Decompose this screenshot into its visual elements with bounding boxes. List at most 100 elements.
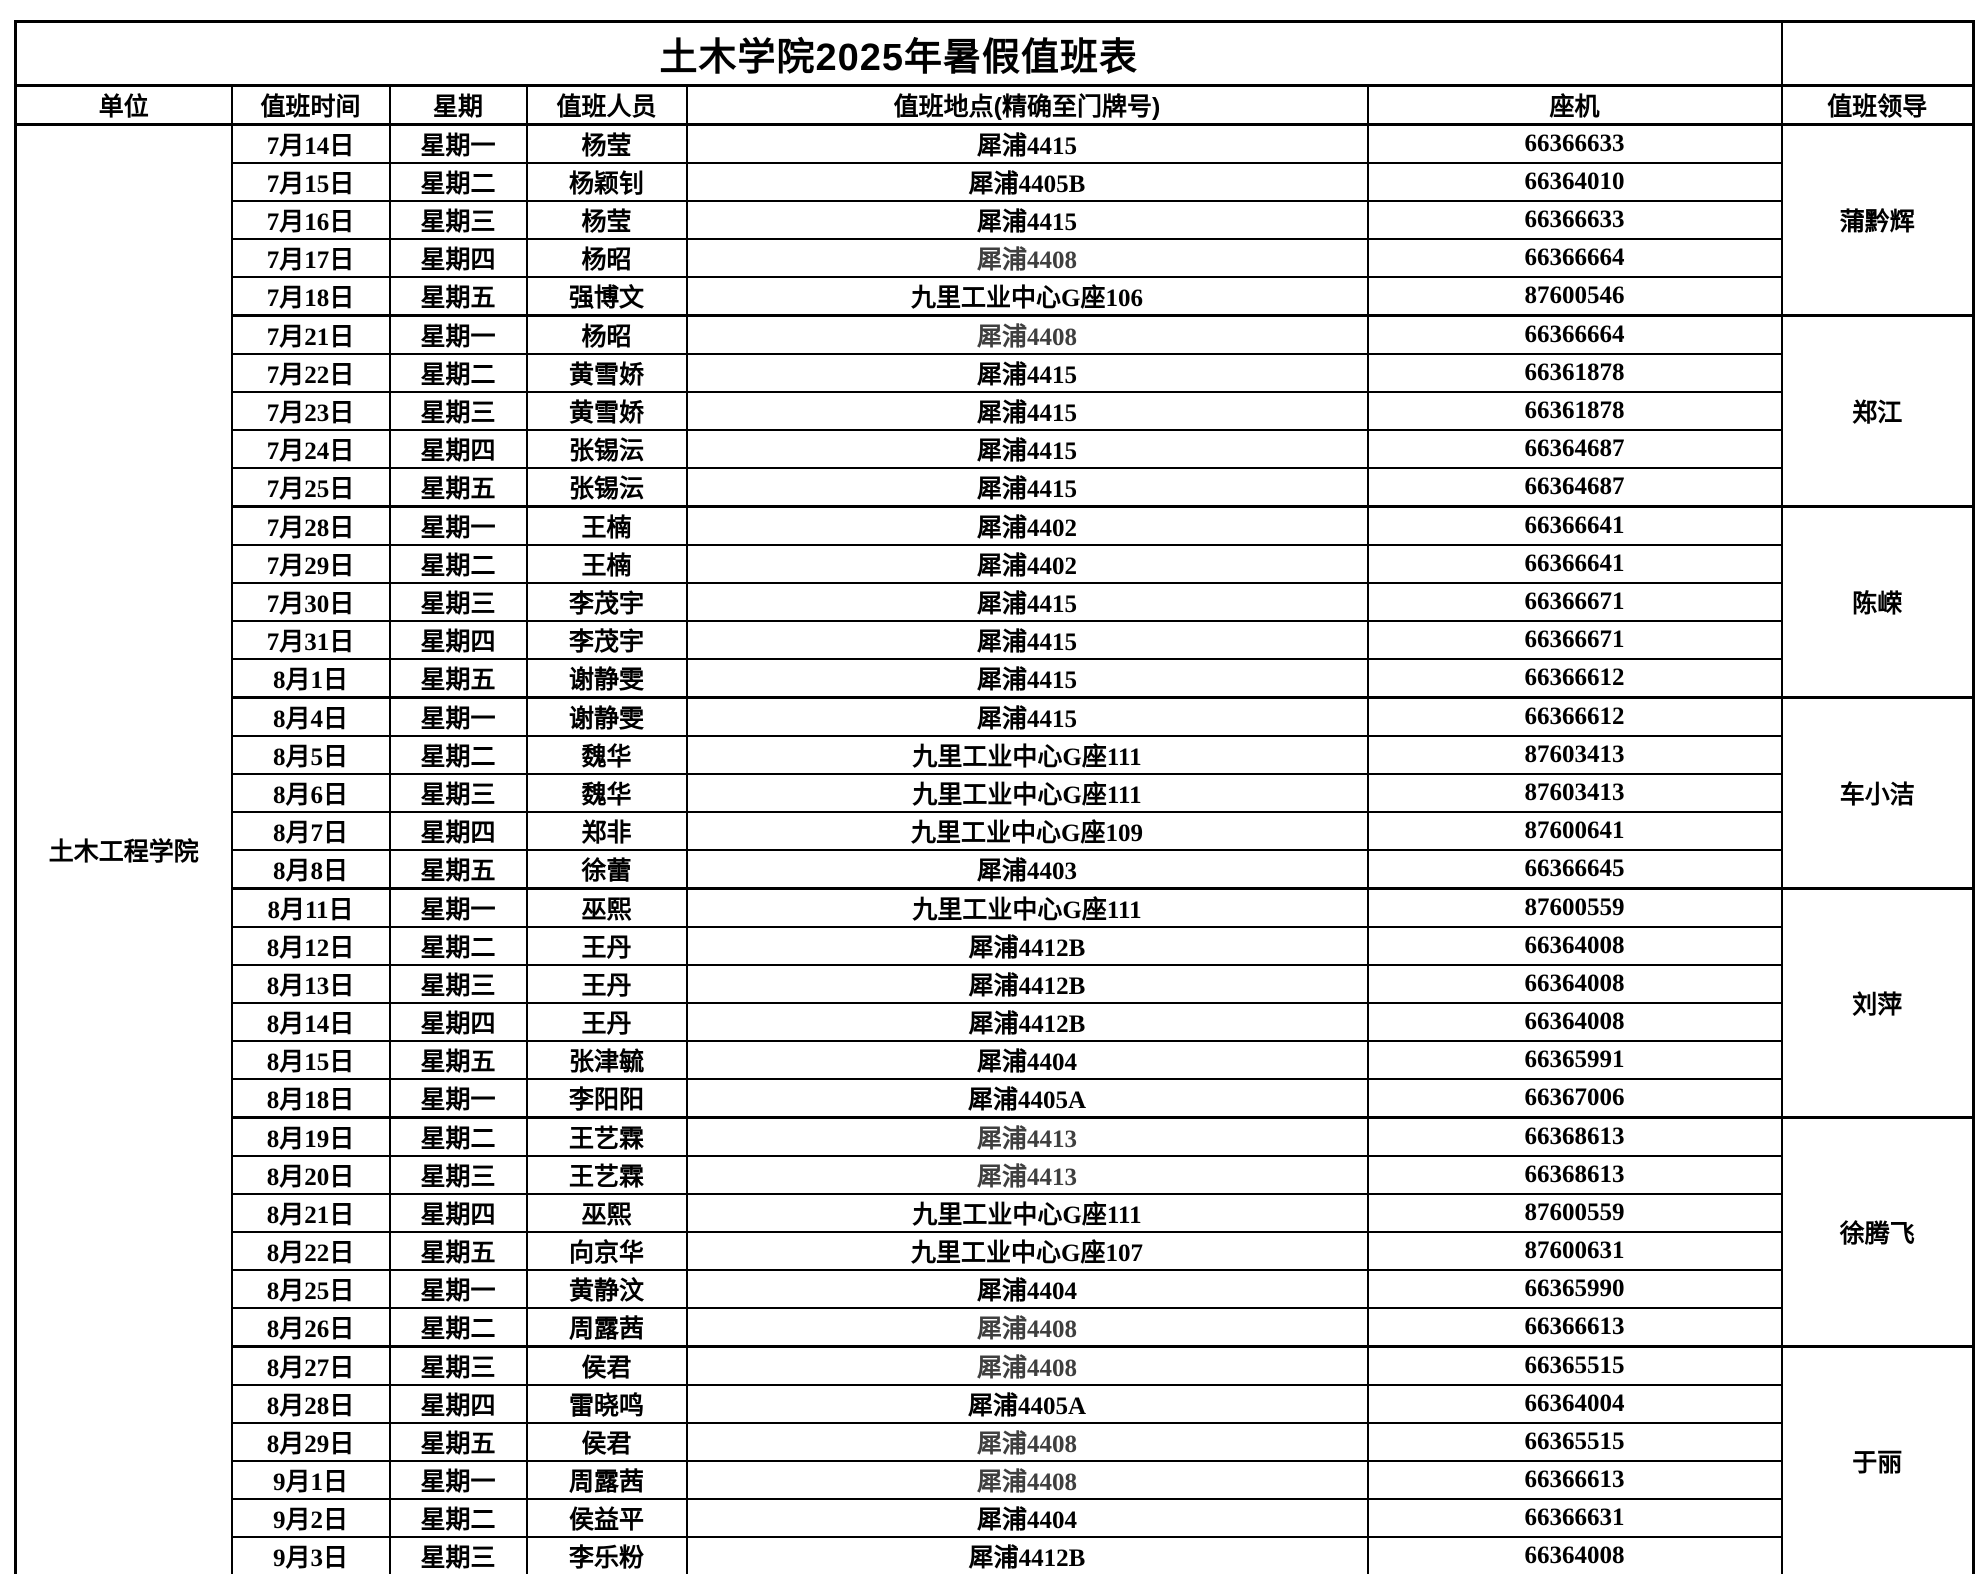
- weekday-cell: 星期四: [388, 1384, 528, 1424]
- landline-cell: 87603413: [1366, 773, 1783, 813]
- duty-location-cell: 犀浦4415: [685, 123, 1369, 164]
- column-header-duty-time: 值班时间: [230, 84, 391, 126]
- duty-location-cell: 犀浦4402: [685, 544, 1369, 584]
- duty-location-cell: 九里工业中心G座111: [685, 735, 1369, 775]
- landline-cell: 66366641: [1366, 505, 1783, 546]
- duty-leader-cell: 车小洁: [1780, 696, 1975, 890]
- duty-date-cell: 8月19日: [230, 1116, 391, 1157]
- duty-date-cell: 7月23日: [230, 391, 391, 431]
- table-row: 7月24日 星期四 张锡沄 犀浦4415 66364687: [16, 429, 1974, 469]
- duty-person-cell: 黄雪娇: [525, 391, 688, 431]
- duty-date-cell: 7月30日: [230, 582, 391, 622]
- landline-cell: 66365991: [1366, 1040, 1783, 1080]
- duty-date-cell: 8月7日: [230, 811, 391, 851]
- weekday-cell: 星期五: [388, 658, 528, 699]
- duty-location-cell: 犀浦4415: [685, 429, 1369, 469]
- table-row: 8月6日 星期三 魏华 九里工业中心G座111 87603413: [16, 773, 1974, 813]
- duty-date-cell: 7月28日: [230, 505, 391, 546]
- duty-location-cell: 犀浦4404: [685, 1498, 1369, 1538]
- table-row: 9月2日 星期二 侯益平 犀浦4404 66366631: [16, 1498, 1974, 1538]
- weekday-cell: 星期三: [388, 200, 528, 240]
- duty-location-cell: 犀浦4415: [685, 200, 1369, 240]
- duty-date-cell: 8月15日: [230, 1040, 391, 1080]
- weekday-cell: 星期一: [388, 314, 528, 355]
- duty-date-cell: 8月18日: [230, 1078, 391, 1119]
- duty-location-cell: 犀浦4402: [685, 505, 1369, 546]
- duty-person-cell: 黄静汶: [525, 1269, 688, 1309]
- table-row: 8月7日 星期四 郑非 九里工业中心G座109 87600641: [16, 811, 1974, 851]
- landline-cell: 66366633: [1366, 123, 1783, 164]
- duty-person-cell: 杨颖钊: [525, 162, 688, 202]
- table-row: 8月26日 星期二 周露茜 犀浦4408 66366613: [16, 1307, 1974, 1348]
- duty-location-cell: 犀浦4415: [685, 696, 1369, 737]
- column-header-duty-person: 值班人员: [525, 84, 688, 126]
- weekday-cell: 星期四: [388, 620, 528, 660]
- weekday-cell: 星期二: [388, 353, 528, 393]
- weekday-cell: 星期二: [388, 1498, 528, 1538]
- duty-date-cell: 8月12日: [230, 926, 391, 966]
- duty-person-cell: 李茂宇: [525, 620, 688, 660]
- duty-date-cell: 8月22日: [230, 1231, 391, 1271]
- table-row: 8月12日 星期二 王丹 犀浦4412B 66364008: [16, 926, 1974, 966]
- duty-date-cell: 8月1日: [230, 658, 391, 699]
- weekday-cell: 星期一: [388, 123, 528, 164]
- table-row: 8月1日 星期五 谢静雯 犀浦4415 66366612: [16, 658, 1974, 699]
- landline-cell: 66364010: [1366, 162, 1783, 202]
- table-row: 7月17日 星期四 杨昭 犀浦4408 66366664: [16, 238, 1974, 278]
- duty-person-cell: 侯君: [525, 1422, 688, 1462]
- landline-cell: 66366671: [1366, 620, 1783, 660]
- duty-location-cell: 九里工业中心G座107: [685, 1231, 1369, 1271]
- landline-cell: 66367006: [1366, 1078, 1783, 1119]
- weekday-cell: 星期二: [388, 544, 528, 584]
- duty-location-cell: 犀浦4403: [685, 849, 1369, 890]
- duty-location-cell: 犀浦4408: [685, 1422, 1369, 1462]
- table-row: 8月14日 星期四 王丹 犀浦4412B 66364008: [16, 1002, 1974, 1042]
- weekday-cell: 星期一: [388, 887, 528, 928]
- landline-cell: 66364008: [1366, 964, 1783, 1004]
- duty-location-cell: 犀浦4404: [685, 1040, 1369, 1080]
- duty-location-cell: 九里工业中心G座109: [685, 811, 1369, 851]
- weekday-cell: 星期三: [388, 964, 528, 1004]
- table-row: 7月23日 星期三 黄雪娇 犀浦4415 66361878: [16, 391, 1974, 431]
- duty-date-cell: 8月14日: [230, 1002, 391, 1042]
- table-row: 8月19日 星期二 王艺霖 犀浦4413 66368613 徐腾飞: [16, 1116, 1975, 1348]
- duty-person-cell: 巫熙: [525, 1193, 688, 1233]
- table-row: 8月21日 星期四 巫熙 九里工业中心G座111 87600559: [16, 1193, 1974, 1233]
- duty-date-cell: 8月13日: [230, 964, 391, 1004]
- duty-location-cell: 犀浦4405B: [685, 162, 1369, 202]
- column-header-unit: 单位: [14, 84, 233, 126]
- table-row: 8月22日 星期五 向京华 九里工业中心G座107 87600631: [16, 1231, 1974, 1271]
- duty-person-cell: 张锡沄: [525, 429, 688, 469]
- duty-location-cell: 九里工业中心G座106: [685, 276, 1369, 317]
- landline-cell: 66364008: [1366, 926, 1783, 966]
- duty-person-cell: 李阳阳: [525, 1078, 688, 1119]
- duty-date-cell: 8月27日: [230, 1345, 391, 1386]
- landline-cell: 66366633: [1366, 200, 1783, 240]
- duty-person-cell: 巫熙: [525, 887, 688, 928]
- duty-location-cell: 犀浦4408: [685, 1307, 1369, 1348]
- table-row: 8月27日 星期三 侯君 犀浦4408 66365515 于丽: [16, 1345, 1975, 1574]
- duty-person-cell: 周露茜: [525, 1460, 688, 1500]
- duty-date-cell: 7月29日: [230, 544, 391, 584]
- duty-person-cell: 张锡沄: [525, 467, 688, 508]
- duty-location-cell: 犀浦4413: [685, 1116, 1369, 1157]
- duty-location-cell: 犀浦4408: [685, 1460, 1369, 1500]
- duty-person-cell: 王丹: [525, 926, 688, 966]
- table-row: 土木工程学院 7月14日 星期一 杨莹 犀浦4415 66366633 蒲黔辉: [14, 123, 1975, 1574]
- table-row: 7月30日 星期三 李茂宇 犀浦4415 66366671: [16, 582, 1974, 622]
- duty-date-cell: 8月21日: [230, 1193, 391, 1233]
- weekday-cell: 星期五: [388, 849, 528, 890]
- landline-cell: 66366613: [1366, 1460, 1783, 1500]
- duty-location-cell: 犀浦4415: [685, 582, 1369, 622]
- duty-person-cell: 杨昭: [525, 314, 688, 355]
- duty-person-cell: 雷晓鸣: [525, 1384, 688, 1424]
- duty-location-cell: 九里工业中心G座111: [685, 773, 1369, 813]
- table-row: 8月28日 星期四 雷晓鸣 犀浦4405A 66364004: [16, 1384, 1974, 1424]
- landline-cell: 66361878: [1366, 391, 1783, 431]
- landline-cell: 66368613: [1366, 1155, 1783, 1195]
- landline-cell: 66364008: [1366, 1002, 1783, 1042]
- landline-cell: 66366612: [1366, 696, 1783, 737]
- duty-person-cell: 徐蕾: [525, 849, 688, 890]
- duty-location-cell: 犀浦4408: [685, 238, 1369, 278]
